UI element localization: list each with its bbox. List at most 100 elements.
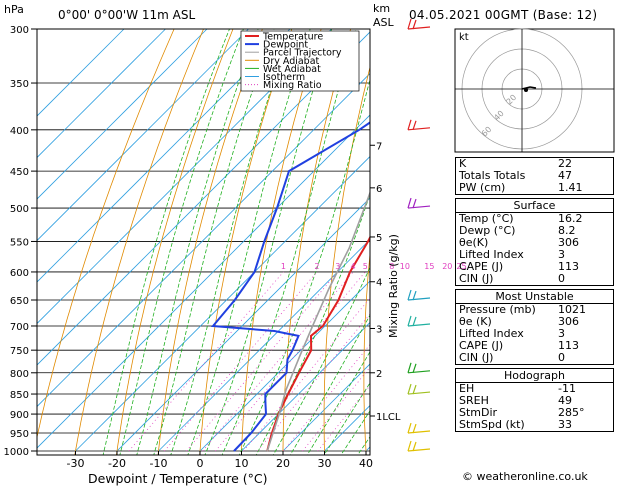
wet-adiabat-line	[238, 78, 370, 455]
isotherm-line	[199, 280, 370, 452]
pressure-tick-label: 850	[10, 390, 29, 401]
height-tick-label: 4	[376, 278, 382, 289]
pressure-tick-label: 600	[10, 268, 29, 279]
mixing-ratio-label: 1	[281, 262, 286, 271]
temperature-tick-label: 0	[197, 457, 204, 470]
mixing-ratio-label: 2	[314, 262, 319, 271]
wind-barb-flag	[412, 423, 417, 434]
stat-row-k: K 22	[459, 157, 572, 170]
wet-adiabat-line	[221, 29, 357, 455]
temperature-tick-label: -10	[150, 457, 168, 470]
wind-barb	[407, 323, 431, 327]
surface-row: θe(K) 306	[459, 236, 579, 249]
isotherm-line	[37, 72, 370, 408]
legend-entry: Isotherm	[263, 72, 305, 83]
mixing-ratio-line	[243, 297, 370, 452]
temperature-tick-label: -20	[108, 457, 126, 470]
wind-barb-flag	[407, 315, 412, 327]
height-tick-label: 7	[376, 141, 382, 152]
copyright-footer: © weatheronline.co.uk	[462, 470, 588, 483]
legend-entry: Dry Adiabat	[263, 56, 320, 67]
wind-barb-flag	[407, 362, 412, 373]
legend-entry: Parcel Trajectory	[263, 48, 342, 59]
pressure-tick-label: 800	[10, 369, 29, 380]
wind-barb-flag	[412, 441, 417, 452]
wet-adiabat-line	[136, 29, 259, 455]
surface-row: CAPE (J) 113	[459, 260, 579, 273]
mu-row: θe (K) 306	[459, 315, 579, 328]
mixing-ratio-line	[164, 271, 318, 452]
stat-row-totals: Totals Totals 47	[459, 169, 572, 182]
mu-row: Lifted Index 3	[459, 327, 565, 340]
isotherm-line	[37, 29, 332, 325]
wind-barb-flag	[407, 440, 412, 452]
height-tick-label: 1LCL	[376, 412, 401, 423]
wind-barb-flag	[412, 290, 417, 301]
dry-adiabat-line	[37, 29, 175, 439]
wet-adiabat-line	[187, 29, 311, 455]
most-unstable-box: Most Unstable Pressure (mb) 1021 θe (K) 30…	[455, 289, 614, 365]
asl-label: ASL	[373, 16, 395, 29]
dry-adiabat-line	[74, 29, 204, 455]
hodograph-stats-box: Hodograph EH -11 SREH 49 StmDir 285° StmSpd…	[455, 368, 614, 432]
surface-box: Surface Temp (°C) 16.2 Dewp (°C) 8.2 θe(K)…	[455, 198, 614, 286]
hodograph-frame	[454, 28, 615, 153]
wind-barb-flag	[412, 198, 417, 209]
wet-adiabat-line	[119, 29, 244, 455]
mixing-ratio-label: 10	[400, 262, 410, 271]
wind-barb-flag	[407, 422, 412, 434]
series-parcel-trajectory	[266, 190, 370, 452]
mixing-ratio-label: 15	[424, 262, 434, 271]
mixing-ratio-label: 25	[456, 262, 466, 271]
temperature-tick-label: 10	[235, 457, 249, 470]
grid-layer	[37, 29, 370, 455]
dry-adiabat-line	[116, 29, 234, 455]
wind-barb	[407, 205, 431, 209]
stats-panel: K 22 Totals Totals 47 PW (cm) 1.41 Surface …	[455, 157, 614, 435]
mixing-ratio-line	[283, 343, 370, 452]
pressure-tick-label: 650	[10, 296, 29, 307]
pressure-tick-label: 500	[10, 204, 29, 215]
isotherm-line	[241, 321, 370, 452]
isotherm-line	[282, 363, 370, 452]
isotherm-line	[37, 29, 125, 117]
wind-barb	[407, 26, 431, 30]
pressure-tick-label: 900	[10, 410, 29, 421]
legend-entry: Mixing Ratio	[263, 80, 322, 91]
wet-adiabat-line	[153, 29, 275, 455]
wind-barb-flag	[412, 363, 417, 373]
isotherm-line	[37, 114, 370, 449]
isotherm-line	[37, 29, 166, 159]
series-dewpoint	[210, 121, 370, 452]
height-tick-label: 5	[376, 233, 382, 244]
pressure-tick-label: 950	[10, 429, 29, 440]
dry-adiabat-line	[282, 29, 352, 455]
mixing-ratio-axis-label: Mixing Ratio (g/kg)	[387, 234, 400, 338]
hodo-row: StmDir 285°	[459, 406, 585, 419]
wind-barb-flag	[412, 384, 417, 395]
surface-row: Dewp (°C) 8.2	[459, 224, 576, 237]
wind-barb-flag	[407, 197, 412, 209]
surface-row: Lifted Index 3	[459, 248, 565, 261]
surface-row: CIN (J) 0	[459, 272, 565, 285]
wind-barb	[407, 448, 431, 452]
wind-barb-flag	[412, 120, 417, 131]
dry-adiabat-line	[199, 29, 293, 455]
wind-barbs	[407, 18, 431, 452]
legend-box	[240, 30, 360, 92]
location-title: 0°00' 0°00'W 11m ASL	[58, 8, 196, 22]
pressure-tick-label: 450	[10, 167, 29, 178]
wind-barb-flag	[412, 316, 417, 327]
wind-barb-flag	[407, 18, 412, 30]
pressure-tick-label: 1000	[4, 447, 29, 458]
dry-adiabat-line	[323, 65, 370, 455]
isotherm-line	[37, 29, 291, 283]
pressure-tick-label: 400	[10, 126, 29, 137]
wet-adiabat-line	[170, 29, 292, 455]
wet-adiabat-line	[255, 192, 370, 455]
wind-barb	[407, 297, 431, 301]
hodo-row: StmSpd (kt) 33	[459, 418, 572, 431]
most-unstable-title: Most Unstable	[456, 290, 613, 304]
legend-entry: Temperature	[262, 32, 323, 43]
